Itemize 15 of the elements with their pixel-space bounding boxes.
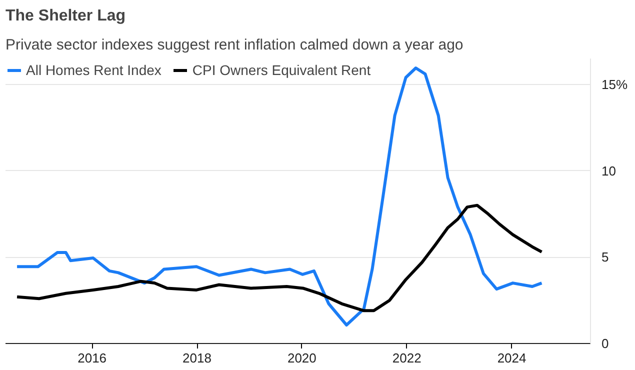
chart-subtitle: Private sector indexes suggest rent inflation calmed down a year ago <box>6 36 464 54</box>
x-tick-label: 2016 <box>78 350 107 366</box>
x-tick-label: 2020 <box>287 350 316 366</box>
x-tick-label: 2022 <box>392 350 422 366</box>
legend-label: All Homes Rent Index <box>26 62 162 78</box>
x-tick-label: 2024 <box>497 350 526 366</box>
y-tick-label: 15% <box>602 76 628 92</box>
y-tick-label: 5 <box>602 250 609 265</box>
line-series <box>16 66 544 327</box>
y-tick-label: 0 <box>602 336 609 351</box>
legend-label: CPI Owners Equivalent Rent <box>192 62 371 78</box>
line-series <box>16 204 544 312</box>
y-tick-label: 10 <box>602 163 616 178</box>
chart-title: The Shelter Lag <box>6 8 126 24</box>
x-tick-label: 2018 <box>182 350 212 366</box>
